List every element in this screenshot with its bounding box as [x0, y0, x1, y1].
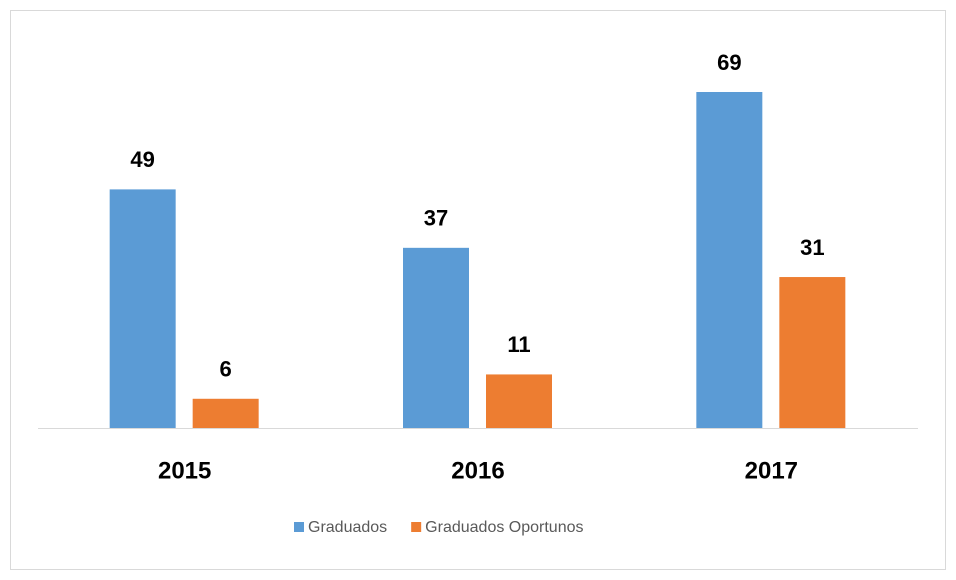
bar	[109, 189, 176, 428]
legend-swatch	[411, 522, 422, 532]
bar	[192, 398, 259, 428]
data-label: 6	[220, 357, 232, 382]
bar	[486, 374, 552, 428]
data-label: 69	[717, 50, 741, 75]
legend-label: Graduados Oportunos	[425, 519, 583, 536]
bar	[779, 277, 846, 428]
data-label: 31	[800, 235, 824, 260]
data-label: 37	[424, 206, 448, 231]
data-label: 49	[130, 147, 154, 172]
legend-swatch	[294, 522, 304, 532]
bar	[403, 247, 469, 428]
legend-label: Graduados	[308, 519, 387, 536]
x-tick-label: 2015	[158, 457, 211, 484]
x-tick-label: 2016	[451, 457, 504, 484]
x-tick-label: 2017	[745, 457, 798, 484]
bar	[696, 92, 763, 428]
data-label: 11	[507, 332, 530, 357]
